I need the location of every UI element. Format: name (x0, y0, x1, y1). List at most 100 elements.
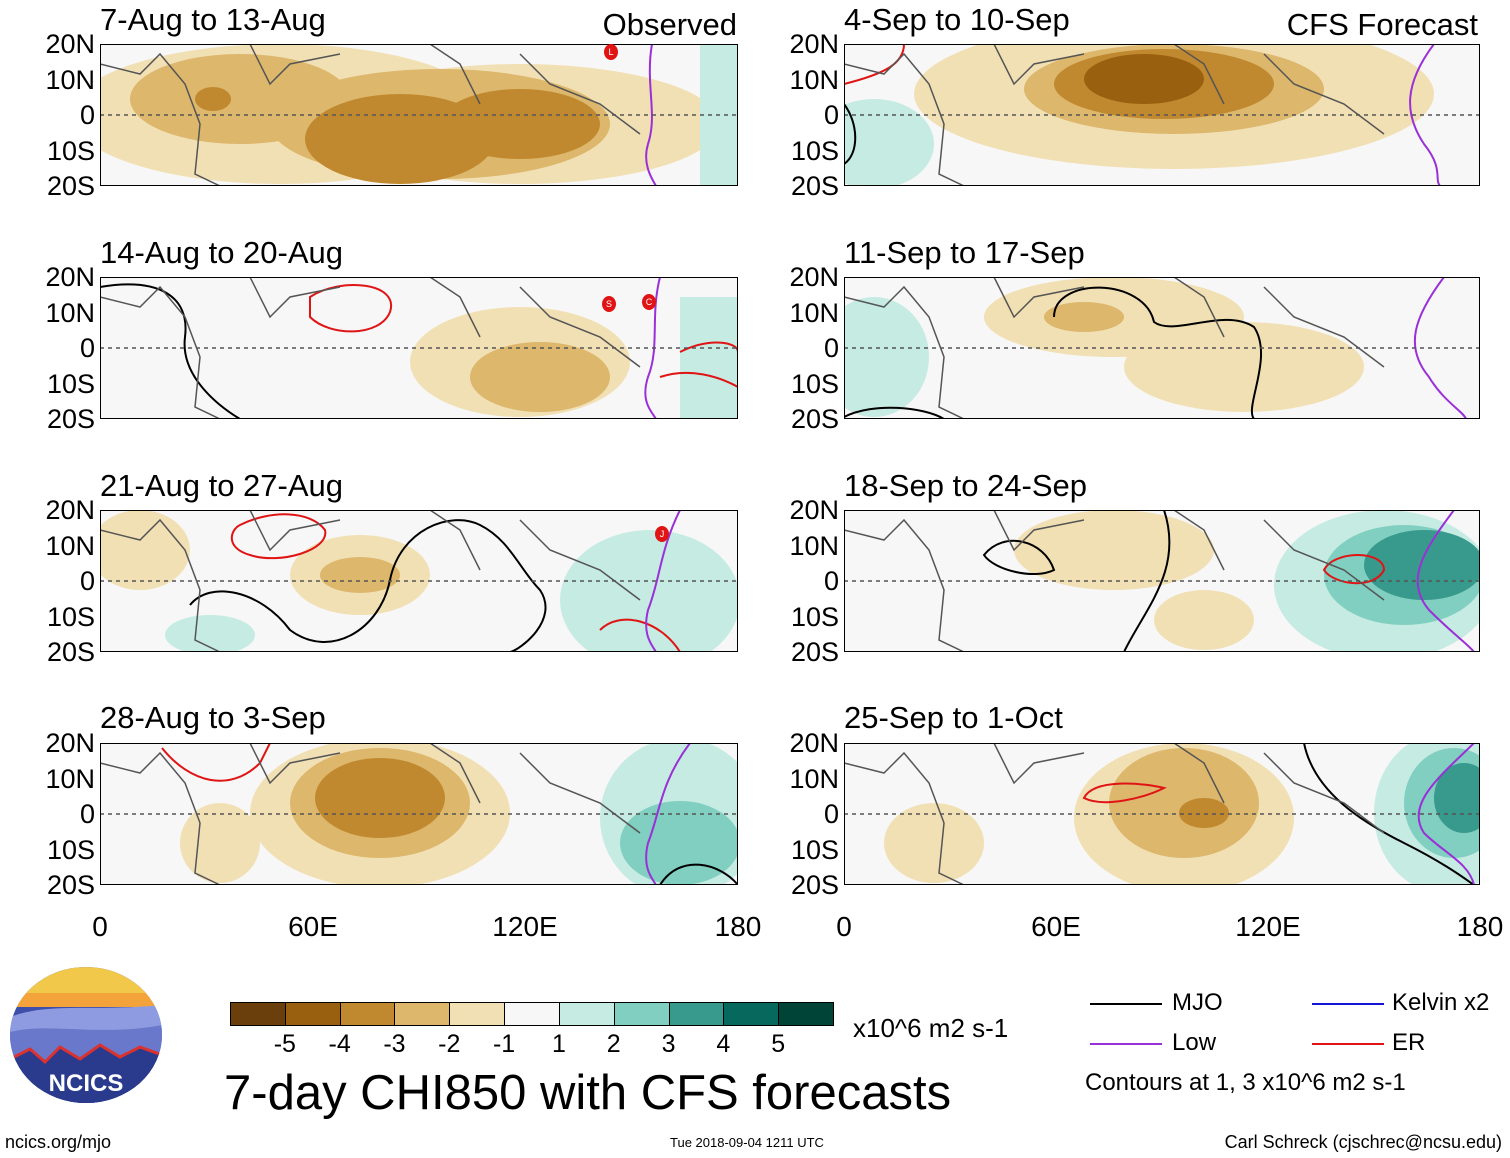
tc-marker: J (655, 526, 669, 542)
dry-anomaly-region (470, 342, 610, 412)
footer-timestamp: Tue 2018-09-04 1211 UTC (670, 1135, 824, 1150)
tc-marker: S (602, 296, 616, 312)
coastline (844, 743, 1385, 885)
lat-label: 20N (45, 495, 95, 525)
legend-line-low (1090, 1043, 1162, 1045)
coastline (100, 44, 641, 186)
colorbar-tick-label: 4 (716, 1030, 731, 1058)
panel-title: 18-Sep to 24-Sep (844, 468, 1088, 503)
observed-label: Observed (602, 7, 737, 42)
lat-label: 20S (46, 870, 95, 900)
dry-anomaly-region (1109, 748, 1259, 858)
coastline (100, 743, 641, 885)
footer-url[interactable]: ncics.org/mjo (5, 1132, 112, 1152)
er-contour (844, 44, 905, 85)
colorbar-tick-label: -3 (383, 1030, 406, 1058)
lat-label: 10N (45, 530, 95, 561)
lat-label: 0 (79, 100, 95, 130)
colorbar-swatch (339, 1002, 396, 1026)
dry-anomaly-region (195, 87, 231, 111)
colorbar-tick-label: 3 (661, 1030, 676, 1058)
panel-title: 7-Aug to 13-Aug (100, 2, 326, 37)
dry-anomaly-region (1044, 302, 1124, 332)
mjo-contour (1303, 743, 1475, 885)
panel-title: 11-Sep to 17-Sep (844, 235, 1085, 270)
lat-label: 10S (46, 135, 95, 166)
dry-anomaly-region (1154, 590, 1254, 650)
forecast-label: CFS Forecast (1286, 7, 1478, 42)
ncics-logo: NCICS (10, 967, 162, 1103)
lat-label: 20S (790, 171, 839, 201)
coastline (844, 277, 1385, 419)
dry-anomaly-region (440, 89, 600, 159)
lon-label: 180 (1456, 911, 1504, 942)
dry-anomaly-region (180, 803, 260, 883)
lat-label: 20N (45, 29, 95, 59)
anomaly-map (844, 743, 1480, 885)
panel-title: 25-Sep to 1-Oct (844, 700, 1063, 735)
legend-line-mjo (1090, 1003, 1162, 1005)
colorbar-swatch (723, 1002, 780, 1026)
colorbar-tick-label: -2 (438, 1030, 461, 1058)
colorbar-swatch (558, 1002, 615, 1026)
lat-label: 20S (46, 637, 95, 667)
wet-anomaly-region (1434, 763, 1480, 833)
anomaly-map (100, 44, 738, 186)
lat-label: 0 (823, 333, 839, 363)
lat-label: 20N (45, 728, 95, 758)
mjo-contour (1123, 510, 1171, 652)
low-contour (1416, 510, 1475, 652)
lat-label: 10N (789, 64, 839, 95)
dry-anomaly-region (1124, 322, 1364, 412)
lat-label: 20N (789, 495, 839, 525)
er-contour (230, 513, 327, 560)
anomaly-map (844, 277, 1480, 419)
panel-title: 14-Aug to 20-Aug (100, 235, 344, 270)
coastline (844, 510, 1385, 652)
colorbar-tick-label: -5 (273, 1030, 296, 1058)
low-contour (645, 510, 681, 652)
lat-label: 0 (79, 333, 95, 363)
lat-label: 10N (45, 64, 95, 95)
lat-label: 0 (79, 799, 95, 829)
lat-label: 20N (789, 728, 839, 758)
lat-label: 10S (790, 601, 839, 632)
footer-credit: Carl Schreck (cjschrec@ncsu.edu) (1224, 1132, 1502, 1152)
panel-title: 4-Sep to 10-Sep (844, 2, 1070, 37)
lon-label: 180 (714, 911, 762, 942)
legend-label-low: Low (1172, 1029, 1217, 1056)
low-contour (1413, 277, 1467, 419)
lon-label: 120E (492, 911, 558, 942)
colorbar-tick-label: 1 (551, 1030, 566, 1058)
tc-marker: L (604, 44, 618, 60)
lat-label: 10N (789, 530, 839, 561)
lat-label: 0 (79, 566, 95, 596)
wet-anomaly-region (165, 615, 255, 652)
colorbar-swatch (284, 1002, 341, 1026)
lon-label: 60E (288, 911, 338, 942)
anomaly-map (100, 510, 738, 652)
lat-label: 20N (45, 262, 95, 292)
dry-anomaly-region (1179, 798, 1229, 828)
contour-note: Contours at 1, 3 x10^6 m2 s-1 (1085, 1069, 1406, 1096)
colorbar-swatch (230, 1002, 286, 1026)
lat-label: 10S (790, 834, 839, 865)
mjo-contour (189, 519, 547, 652)
anomaly-map (100, 743, 738, 885)
wet-anomaly-region (620, 801, 738, 885)
dry-anomaly-region (315, 758, 445, 838)
lat-label: 10N (45, 763, 95, 794)
lon-label: 60E (1031, 911, 1081, 942)
lat-label: 10N (789, 763, 839, 794)
legend-line-kelvin (1312, 1003, 1384, 1005)
lat-label: 0 (823, 566, 839, 596)
wet-anomaly-region (844, 99, 934, 186)
low-contour (644, 277, 661, 419)
low-contour (1409, 44, 1441, 186)
lat-label: 20S (46, 404, 95, 434)
dry-anomaly-region (1084, 54, 1204, 104)
dry-anomaly-region (884, 803, 984, 883)
er-contour (161, 743, 271, 782)
colorbar-swatch (668, 1002, 725, 1026)
dry-anomaly-region (1014, 510, 1214, 590)
